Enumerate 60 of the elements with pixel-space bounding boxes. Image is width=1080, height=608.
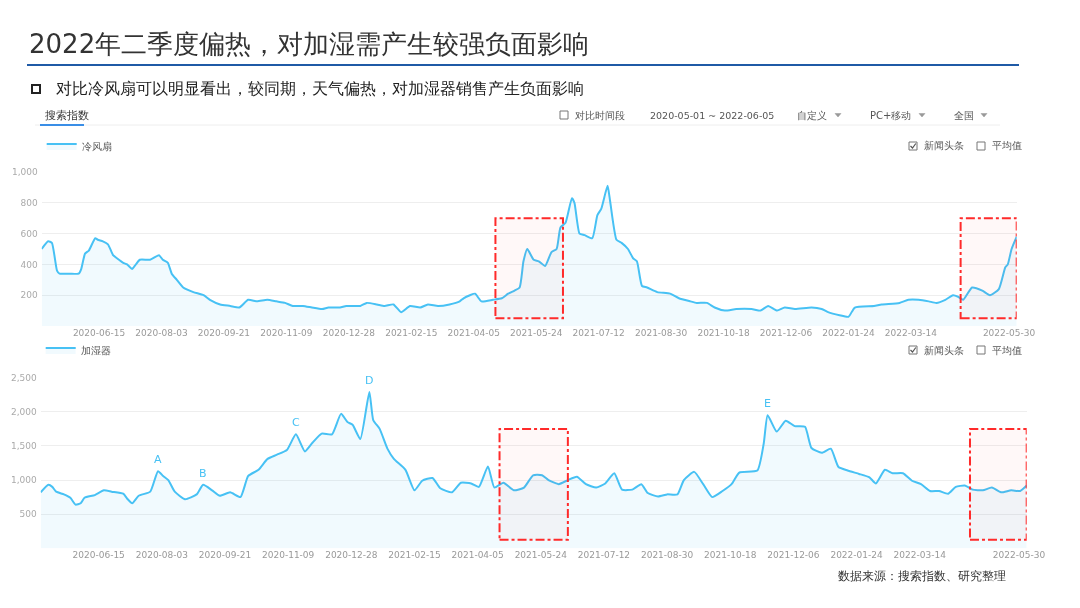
x-tick-label: 2021-02-15 xyxy=(388,550,441,561)
chart-title: 2022年二季度偏热，对加湿需产生较强负面影响 xyxy=(29,29,590,60)
x-tick-label: 2021-08-30 xyxy=(640,550,694,561)
annotation: B xyxy=(199,467,207,480)
x-tick-label: 2021-04-05 xyxy=(451,550,504,561)
y-tick-label: 500 xyxy=(19,509,37,520)
x-tick-label: 2021-02-15 xyxy=(385,328,438,338)
y-tick-label: 200 xyxy=(20,290,38,301)
y-tick-label: 2,500 xyxy=(10,372,37,383)
x-tick-label: 2021-10-18 xyxy=(704,550,757,561)
x-tick-label: 2022-03-14 xyxy=(884,328,938,338)
y-tick-label: 1,000 xyxy=(11,167,38,178)
x-tick-label: 2021-12-06 xyxy=(767,550,820,561)
y-tick-label: 1,000 xyxy=(10,475,37,486)
x-tick-label: 2021-05-24 xyxy=(514,550,568,561)
y-tick-label: 800 xyxy=(20,197,38,208)
x-tick-label: 2021-04-05 xyxy=(447,328,500,338)
text: 新闻头条 xyxy=(924,140,964,151)
legend-label: 加湿器 xyxy=(80,344,111,356)
text: 新闻头条 xyxy=(924,345,964,356)
x-tick-label: 2022-05-30 xyxy=(992,550,1046,561)
x-tick-label: 2022-05-30 xyxy=(982,328,1036,338)
y-tick-label: 1,500 xyxy=(10,441,37,452)
y-tick-label: 600 xyxy=(20,228,38,239)
text: 平均值 xyxy=(992,140,1022,151)
text: PC+移动 xyxy=(870,110,912,121)
x-tick-label: 2022-01-24 xyxy=(822,328,875,338)
text: 2020-05-01 ~ 2022-06-05 xyxy=(650,110,775,121)
x-tick-label: 2020-11-09 xyxy=(260,328,313,338)
y-tick-label: 400 xyxy=(20,259,38,270)
text: 对比时间段 xyxy=(575,110,625,121)
chart-subtitle: 对比冷风扇可以明显看出，较同期，天气偏热，对加湿器销售产生负面影响 xyxy=(56,80,584,98)
legend-label: 冷风扇 xyxy=(81,140,112,152)
source-note: 数据来源：搜索指数、研究整理 xyxy=(838,569,1006,583)
x-tick-label: 2021-05-24 xyxy=(510,328,563,338)
x-tick-label: 2020-12-28 xyxy=(325,550,378,561)
x-tick-label: 2020-06-15 xyxy=(72,328,126,338)
x-tick-label: 2020-12-28 xyxy=(322,328,376,338)
y-tick-label: 2,000 xyxy=(10,406,37,417)
x-tick-label: 2020-09-21 xyxy=(197,328,251,338)
x-tick-label: 2021-07-12 xyxy=(577,550,631,561)
text: 全国 xyxy=(954,110,974,121)
annotation: C xyxy=(292,416,300,429)
x-tick-label: 2021-08-30 xyxy=(634,328,688,338)
text: 平均值 xyxy=(992,345,1022,356)
x-tick-label: 2022-03-14 xyxy=(893,550,947,561)
annotation: E xyxy=(764,397,771,410)
x-tick-label: 2020-08-03 xyxy=(135,550,189,561)
x-tick-label: 2022-01-24 xyxy=(830,550,883,561)
x-tick-label: 2020-06-15 xyxy=(72,550,125,561)
x-tick-label: 2021-07-12 xyxy=(572,328,625,338)
x-tick-label: 2021-10-18 xyxy=(697,328,750,338)
x-tick-label: 2020-09-21 xyxy=(198,550,252,561)
text: 搜索指数 xyxy=(45,109,89,121)
x-tick-label: 2021-12-06 xyxy=(759,328,813,338)
annotation: D xyxy=(365,374,374,387)
text: 自定义 xyxy=(797,110,827,121)
annotation: A xyxy=(154,453,162,466)
x-tick-label: 2020-08-03 xyxy=(135,328,188,338)
x-tick-label: 2020-11-09 xyxy=(262,550,315,561)
